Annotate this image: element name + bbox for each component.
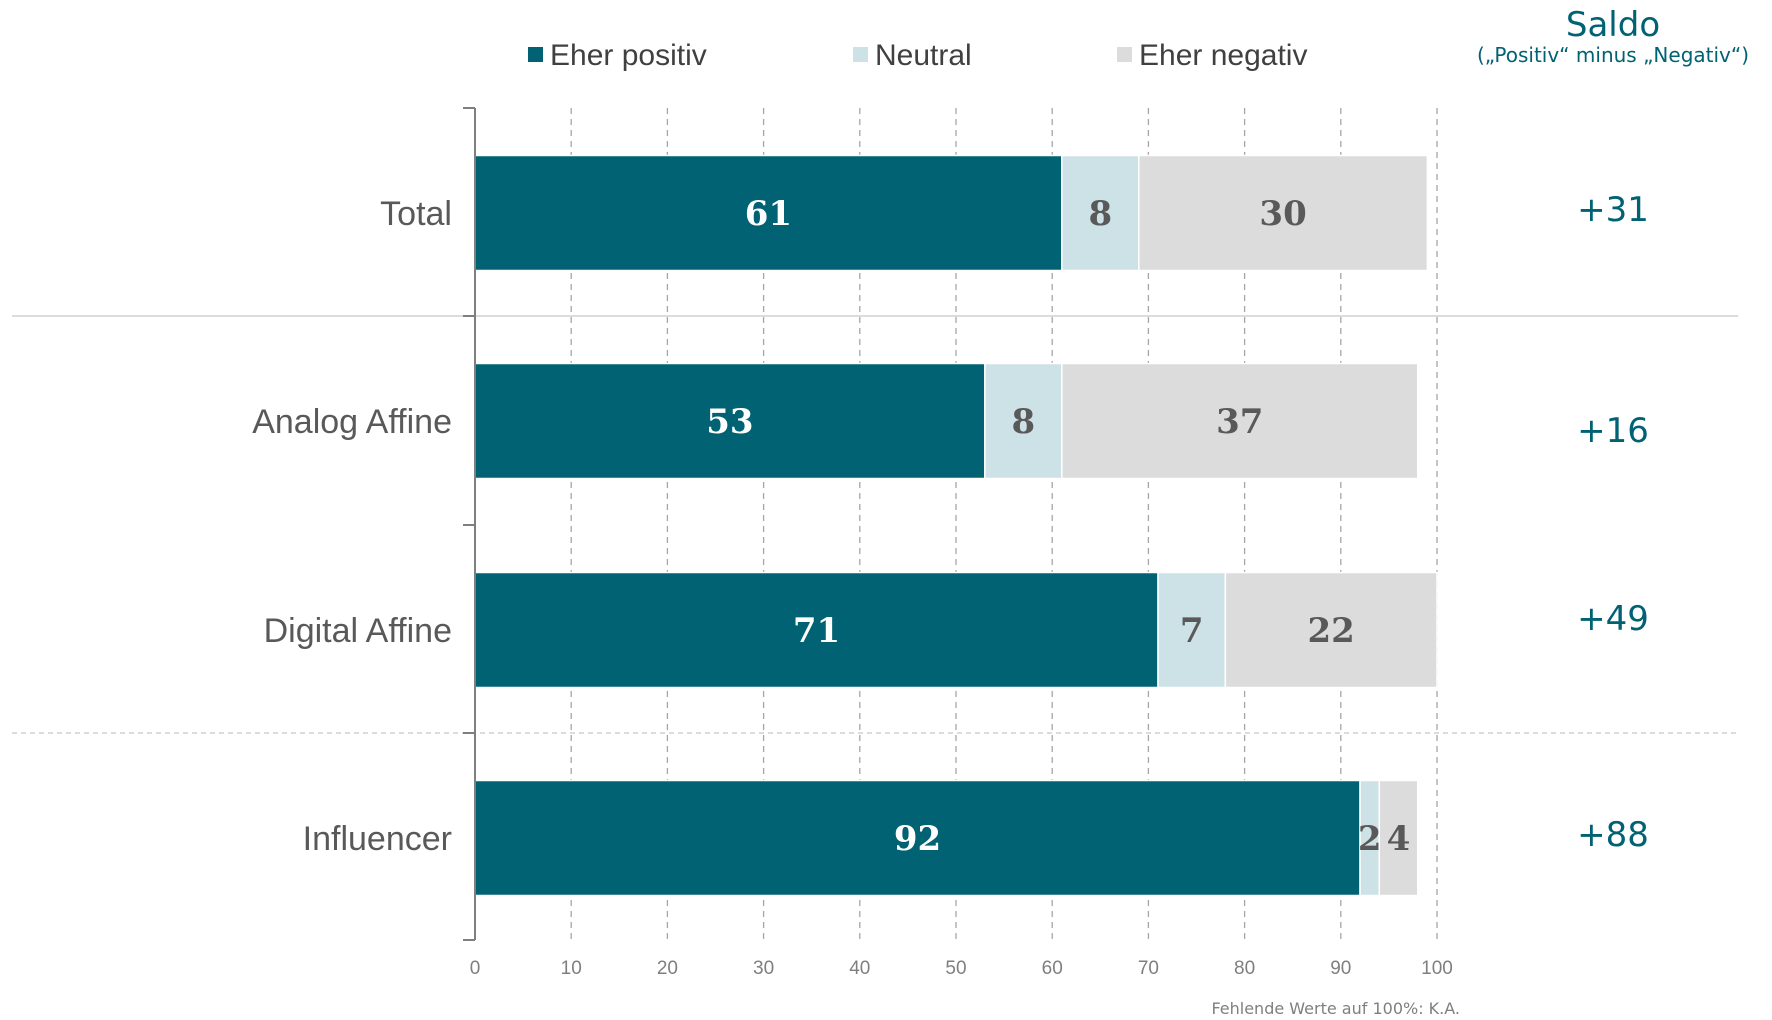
- saldo-value: +88: [1577, 815, 1649, 855]
- x-tick-label: 40: [849, 958, 870, 979]
- x-tick-label: 70: [1138, 958, 1159, 979]
- bar-segment: [1378, 779, 1419, 897]
- group-separators: [12, 315, 1738, 734]
- legend-swatch: [853, 47, 868, 62]
- data-label: 30: [1259, 194, 1306, 234]
- x-tick-label: 30: [753, 958, 774, 979]
- bar-segment: [1157, 571, 1227, 689]
- x-tick-label: 100: [1421, 958, 1453, 979]
- data-label: 92: [894, 819, 941, 859]
- data-label: 8: [1012, 402, 1036, 442]
- bar-segment: [1138, 154, 1429, 272]
- data-label: 4: [1387, 819, 1411, 859]
- bars: 61 8 30 53 8 37 71 7 22 92 2 4: [474, 154, 1438, 897]
- bar-segment: [474, 154, 1063, 272]
- bar-segment: [984, 362, 1063, 480]
- saldo-column: Saldo („Positiv“ minus „Negativ“) +31 +16…: [1477, 5, 1749, 855]
- data-label: 53: [706, 402, 753, 442]
- footnote: Fehlende Werte auf 100%: K.A.: [1211, 999, 1460, 1018]
- bar-segment: [474, 571, 1159, 689]
- category-label: Digital Affine: [264, 612, 452, 650]
- data-label: 22: [1308, 611, 1355, 651]
- x-tick-label: 10: [561, 958, 582, 979]
- data-label: 71: [793, 611, 840, 651]
- legend-label: Eher positiv: [550, 39, 707, 72]
- x-tick-label: 80: [1234, 958, 1255, 979]
- x-tick-label: 0: [470, 958, 481, 979]
- data-label: 61: [745, 194, 792, 234]
- data-label: 8: [1088, 194, 1112, 234]
- category-label: Analog Affine: [252, 403, 452, 441]
- bar-segment: [1224, 571, 1438, 689]
- axes: Total Analog Affine Digital Affine Influenc…: [252, 107, 1453, 979]
- data-label: 7: [1180, 611, 1204, 651]
- category-label: Total: [380, 195, 452, 233]
- legend-label: Neutral: [875, 39, 972, 72]
- bar-segment: [1061, 362, 1419, 480]
- bar-segment: [474, 362, 986, 480]
- saldo-value: +31: [1577, 190, 1649, 230]
- saldo-value: +16: [1577, 411, 1649, 451]
- x-tick-label: 20: [657, 958, 678, 979]
- x-tick-label: 50: [945, 958, 966, 979]
- data-label: 2: [1358, 819, 1382, 859]
- x-tick-label: 60: [1042, 958, 1063, 979]
- data-label: 37: [1216, 402, 1263, 442]
- category-label: Influencer: [303, 820, 452, 858]
- saldo-title: Saldo: [1566, 5, 1660, 45]
- legend-swatch: [528, 47, 543, 62]
- bar-segment: [1061, 154, 1140, 272]
- legend-swatch: [1117, 47, 1132, 62]
- saldo-value: +49: [1577, 599, 1649, 639]
- x-tick-label: 90: [1330, 958, 1351, 979]
- legend-label: Eher negativ: [1139, 39, 1307, 72]
- legend: Eher positiv Neutral Eher negativ: [528, 39, 1307, 72]
- saldo-subtitle: („Positiv“ minus „Negativ“): [1477, 43, 1749, 67]
